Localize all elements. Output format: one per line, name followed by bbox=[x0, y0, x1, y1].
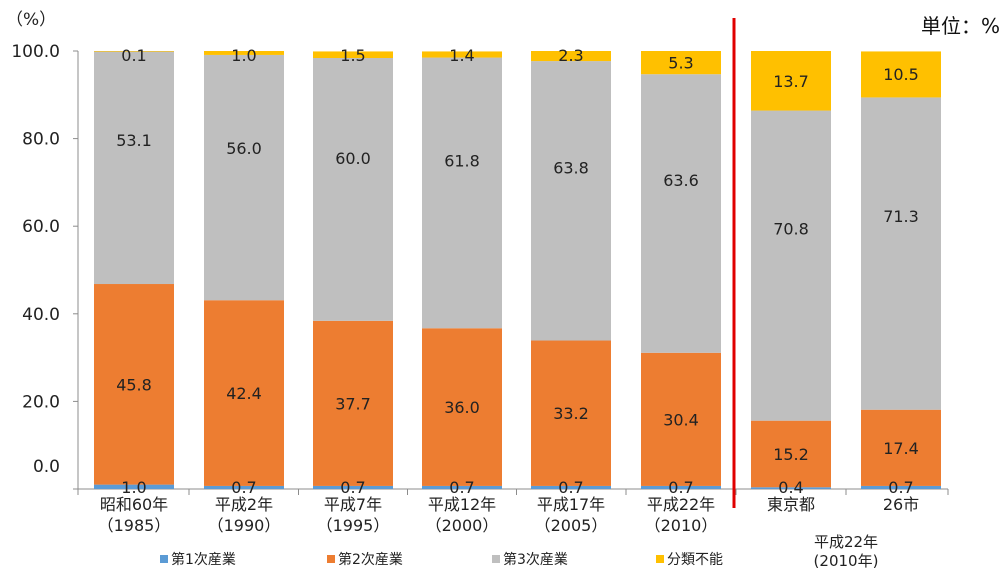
bar-segment bbox=[751, 487, 831, 489]
unit-note: 単位：% bbox=[921, 14, 1000, 38]
x-category-label: 平成7年 bbox=[324, 495, 382, 514]
bar-segment bbox=[94, 51, 174, 52]
x-category-sublabel: （1985） bbox=[98, 516, 171, 535]
bar-segment bbox=[751, 51, 831, 111]
y-axis-unit: （%） bbox=[6, 10, 56, 30]
bar-segment bbox=[861, 97, 941, 410]
data-label: 56.0 bbox=[226, 139, 262, 158]
bar-segment bbox=[861, 485, 941, 489]
bar-segment bbox=[94, 51, 174, 285]
bar-segment bbox=[313, 58, 393, 321]
bar-segment bbox=[422, 328, 502, 486]
legend-swatch bbox=[160, 555, 168, 563]
data-label: 0.7 bbox=[888, 478, 913, 497]
data-label: 33.2 bbox=[553, 404, 589, 423]
y-tick-label: 60.0 bbox=[22, 217, 60, 237]
legend-swatch bbox=[492, 555, 500, 563]
data-label: 63.6 bbox=[663, 171, 699, 190]
bar-segment bbox=[94, 284, 174, 485]
x-category-label: 26市 bbox=[883, 495, 919, 514]
data-label: 1.0 bbox=[231, 46, 256, 65]
data-label: 0.1 bbox=[121, 46, 146, 65]
group-label-line1: 平成22年 bbox=[814, 533, 878, 551]
legend-swatch bbox=[656, 555, 664, 563]
bar-segment bbox=[94, 484, 174, 489]
bar-segment bbox=[861, 409, 941, 486]
y-tick-label: 80.0 bbox=[22, 130, 60, 150]
data-label: 0.7 bbox=[231, 478, 256, 497]
data-label: 0.7 bbox=[668, 478, 693, 497]
legend-label: 第2次産業 bbox=[338, 551, 403, 568]
x-category-label: 平成22年 bbox=[647, 495, 715, 514]
bar-segment bbox=[641, 74, 721, 353]
bar-segment bbox=[422, 485, 502, 489]
data-label: 42.4 bbox=[226, 384, 262, 403]
data-label: 30.4 bbox=[663, 410, 699, 429]
x-category-sublabel: （2010） bbox=[645, 516, 718, 535]
y-tick-label: 40.0 bbox=[22, 305, 60, 325]
bar-segment bbox=[531, 340, 611, 486]
x-category-sublabel: （1990） bbox=[208, 516, 281, 535]
data-label: 1.4 bbox=[449, 46, 474, 65]
legend-swatch bbox=[327, 555, 335, 563]
data-label: 10.5 bbox=[883, 65, 919, 84]
data-label: 0.4 bbox=[778, 478, 803, 497]
bar-segment bbox=[422, 57, 502, 329]
bar-segment bbox=[531, 485, 611, 489]
bar-segment bbox=[641, 352, 721, 486]
data-label: 0.7 bbox=[340, 478, 365, 497]
x-category-sublabel: （1995） bbox=[317, 516, 390, 535]
data-label: 1.5 bbox=[340, 46, 365, 65]
x-category-label: 東京都 bbox=[767, 495, 815, 514]
data-label: 53.1 bbox=[116, 131, 152, 150]
data-label: 5.3 bbox=[668, 54, 693, 73]
x-category-label: 平成12年 bbox=[428, 495, 496, 514]
data-label: 63.8 bbox=[553, 158, 589, 177]
legend-label: 分類不能 bbox=[667, 552, 723, 568]
data-label: 36.0 bbox=[444, 398, 480, 417]
bar-segment bbox=[531, 61, 611, 341]
y-tick-label: 20.0 bbox=[22, 392, 60, 412]
group-label-line2: (2010年) bbox=[814, 552, 879, 570]
bar-segment bbox=[641, 51, 721, 75]
y-tick-label: 0.0 bbox=[33, 457, 60, 477]
x-category-label: 昭和60年 bbox=[100, 495, 168, 514]
bar-segment bbox=[204, 51, 284, 55]
bar-segment bbox=[204, 485, 284, 489]
data-label: 60.0 bbox=[335, 149, 371, 168]
data-label: 1.0 bbox=[121, 478, 146, 497]
bar-segment bbox=[422, 51, 502, 58]
data-label: 71.3 bbox=[883, 207, 919, 226]
data-label: 37.7 bbox=[335, 394, 371, 413]
bar-segment bbox=[861, 51, 941, 98]
y-tick-label: 100.0 bbox=[11, 42, 60, 62]
data-label: 17.4 bbox=[883, 439, 919, 458]
x-category-sublabel: （2000） bbox=[426, 516, 499, 535]
data-label: 15.2 bbox=[773, 445, 809, 464]
x-category-sublabel: （2005） bbox=[535, 516, 608, 535]
data-label: 61.8 bbox=[444, 151, 480, 170]
bar-segment bbox=[641, 485, 721, 489]
bar-segment bbox=[313, 51, 393, 59]
bar-segment bbox=[313, 320, 393, 486]
bar-segment bbox=[751, 110, 831, 421]
x-category-label: 平成2年 bbox=[215, 495, 273, 514]
bar-segment bbox=[204, 300, 284, 486]
data-label: 45.8 bbox=[116, 375, 152, 394]
legend-label: 第3次産業 bbox=[503, 551, 568, 568]
data-label: 2.3 bbox=[558, 46, 583, 65]
data-label: 13.7 bbox=[773, 72, 809, 91]
data-label: 0.7 bbox=[558, 478, 583, 497]
x-category-label: 平成17年 bbox=[537, 495, 605, 514]
bar-segment bbox=[531, 51, 611, 62]
bar-segment bbox=[313, 485, 393, 489]
data-label: 70.8 bbox=[773, 219, 809, 238]
bar-segment bbox=[204, 54, 284, 301]
data-label: 0.7 bbox=[449, 478, 474, 497]
legend-label: 第1次産業 bbox=[171, 551, 236, 568]
bar-segment bbox=[751, 420, 831, 488]
